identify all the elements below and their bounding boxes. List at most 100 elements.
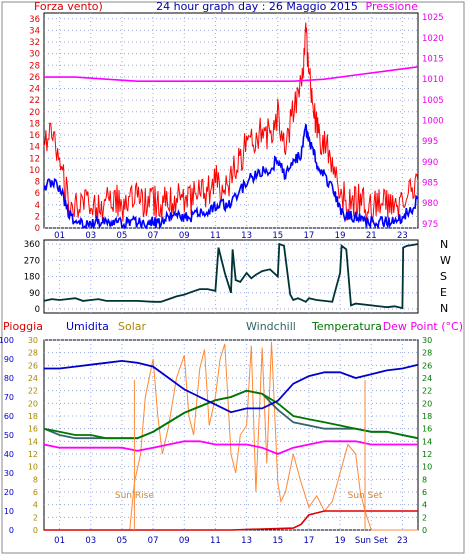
solar-y-tick-label: 12 [28,450,38,459]
direction-y-tick-label: 360 [24,240,40,250]
humidity-y-tick-label: 0 [9,526,14,535]
temperature-y-tick-label: 0 [422,526,427,535]
temperature-y-tick-label: 18 [422,412,432,421]
wind-x-tick-label: 11 [210,231,221,241]
atmosphere-x-tick-label: 11 [210,536,221,546]
atmosphere-x-tick-label: 09 [179,536,190,546]
direction-line [43,242,419,310]
temperature-y-tick-label: 30 [422,336,432,345]
sun-annotations: Sun Rise Sun Set [115,380,383,530]
humidity-y-tick-label: 40 [4,450,14,459]
temperature-y-tick-label: 26 [422,361,432,370]
rain-line [44,510,418,531]
temperature-legend: Temperatura [311,320,382,333]
pressure-y-tick-label: 995 [422,137,438,147]
humidity-y-tick-label: 100 [0,336,14,345]
sun-annotation-label: Sun Rise [115,491,154,501]
direction-series [43,242,419,310]
wind-axis-label: Forza vento) [34,0,103,13]
wind-y-tick-label: 30 [29,50,40,60]
solar-legend: Solar [118,320,147,333]
atmosphere-x-tick-label: 13 [241,536,252,546]
solar-y-tick-label: 0 [33,526,38,535]
dewpoint-legend: Dew Point (°C) [383,320,463,333]
cardinal-label: N [440,302,448,315]
humidity-y-tick-label: 80 [4,374,14,383]
humidity-y-tick-label: 90 [4,355,14,364]
wind-y-tick-label: 0 [35,224,40,234]
atmosphere-x-tick-label: 01 [54,536,65,546]
cardinal-label: S [440,270,447,283]
humidity-y-axis: 0 10 20 30 40 50 60 70 80 90 100 [0,336,14,535]
solar-line [44,341,418,531]
wind-y-tick-label: 36 [29,15,40,25]
solar-y-tick-label: 26 [28,361,38,370]
wind-y-tick-label: 2 [35,212,40,222]
wind-x-tick-label: 23 [397,231,408,241]
wind-y-tick-label: 10 [29,166,40,176]
wind-y-tick-label: 24 [29,85,40,95]
wind-line [43,123,419,230]
solar-y-tick-label: 8 [33,475,38,484]
wind-y-tick-label: 4 [35,201,40,211]
solar-y-tick-label: 24 [28,374,38,383]
atmosphere-series [43,341,419,531]
solar-y-tick-label: 28 [28,349,38,358]
atmosphere-x-tick-label: 05 [117,536,128,546]
atmosphere-x-tick-label: 15 [272,536,283,546]
sun-annotation-label: Sun Set [348,491,383,501]
solar-y-tick-label: 6 [33,488,38,497]
dewpoint-line [43,440,418,455]
solar-y-tick-label: 30 [28,336,38,345]
humidity-line [44,359,419,414]
humidity-y-tick-label: 50 [4,431,14,440]
wind-y-tick-label: 32 [29,38,40,48]
cardinal-label: E [440,286,447,299]
atmosphere-x-tick-label: Sun Set [355,536,388,546]
atmosphere-x-tick-label: 23 [397,536,408,546]
humidity-y-tick-label: 60 [4,412,14,421]
temperature-line [43,389,419,440]
temperature-y-tick-label: 10 [422,463,432,472]
solar-y-tick-label: 4 [33,501,38,510]
wind-x-tick-label: 19 [335,231,346,241]
wind-series [43,22,419,230]
wind-y-tick-label: 34 [29,26,40,36]
solar-y-tick-label: 16 [28,425,38,434]
wind-x-tick-label: 09 [179,231,190,241]
wind-y-tick-label: 18 [29,119,40,129]
wind-y-tick-label: 14 [29,143,40,153]
atmosphere-x-tick-label: 17 [304,536,315,546]
pressure-y-tick-label: 985 [422,179,438,189]
atmosphere-x-axis: 01 03 05 07 09 11 13 15 17 19 Sun Set 23 [54,536,408,546]
pressure-y-tick-label: 1000 [422,117,444,127]
rain-legend: Pioggia [3,320,43,333]
solar-y-tick-label: 14 [28,437,38,446]
temperature-y-tick-label: 2 [422,513,427,522]
atmosphere-legend: Pioggia Umidita Solar Windchill Temperat… [3,320,463,333]
wind-x-tick-label: 01 [54,231,65,241]
pressure-y-tick-label: 990 [422,158,438,168]
humidity-y-tick-label: 30 [4,469,14,478]
windchill-legend: Windchill [246,320,296,333]
pressure-y-tick-label: 1015 [422,54,444,64]
wind-x-tick-label: 21 [366,231,377,241]
wind-x-axis: 01 03 05 07 09 11 13 15 17 19 21 23 [54,231,408,241]
pressure-y-tick-label: 1025 [422,13,444,23]
pressure-line [44,66,419,82]
wind-y-tick-label: 22 [29,96,40,106]
solar-y-tick-label: 10 [28,463,38,472]
solar-y-tick-label: 18 [28,412,38,421]
wind-y-tick-label: 12 [29,154,40,164]
temperature-y-tick-label: 12 [422,450,432,459]
temperature-y-tick-label: 24 [422,374,432,383]
pressure-y-tick-label: 1005 [422,96,444,106]
wind-y-tick-label: 28 [29,61,40,71]
gust-line [43,22,419,225]
temperature-y-tick-label: 14 [422,437,432,446]
